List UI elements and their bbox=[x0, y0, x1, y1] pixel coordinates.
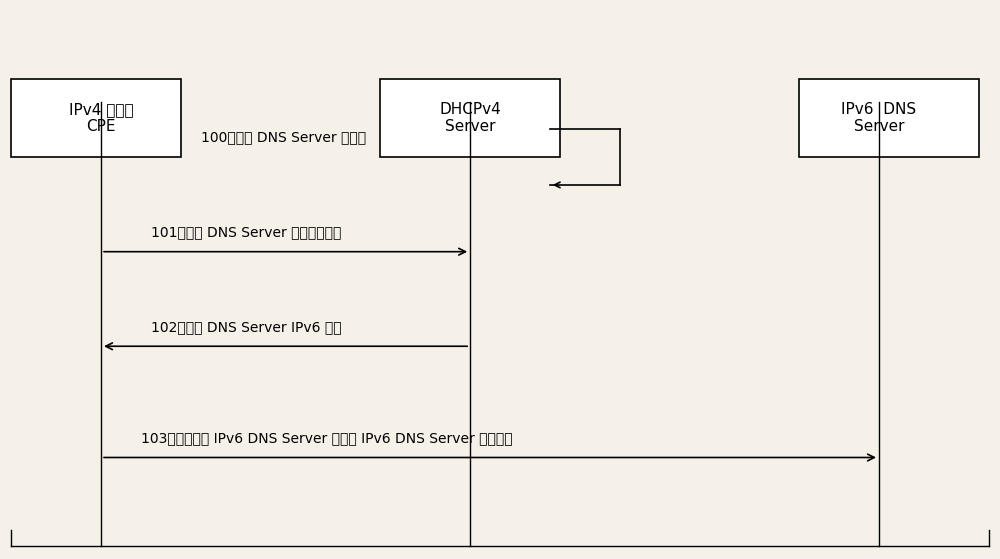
FancyBboxPatch shape bbox=[380, 79, 560, 157]
Text: 101，发送 DNS Server 地址获取请求: 101，发送 DNS Server 地址获取请求 bbox=[151, 225, 341, 239]
Text: 103，根据所述 IPv6 DNS Server 地址与 IPv6 DNS Server 进行交互: 103，根据所述 IPv6 DNS Server 地址与 IPv6 DNS Se… bbox=[141, 431, 513, 445]
FancyBboxPatch shape bbox=[799, 79, 979, 157]
Text: 102，发送 DNS Server IPv6 地址: 102，发送 DNS Server IPv6 地址 bbox=[151, 320, 342, 334]
FancyBboxPatch shape bbox=[11, 79, 181, 157]
Text: DHCPv4
Server: DHCPv4 Server bbox=[439, 102, 501, 134]
Text: 100，配置 DNS Server 的地址: 100，配置 DNS Server 的地址 bbox=[201, 131, 366, 145]
Text: IPv4 终端或
CPE: IPv4 终端或 CPE bbox=[69, 102, 133, 134]
Text: IPv6  DNS
Server: IPv6 DNS Server bbox=[841, 102, 917, 134]
